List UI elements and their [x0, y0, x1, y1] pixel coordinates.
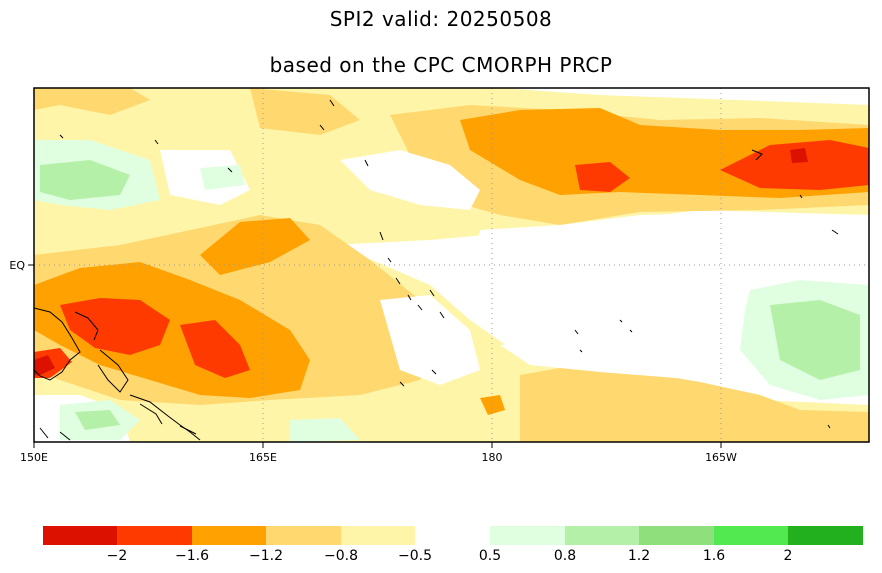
colorbar-label: −2	[106, 548, 128, 564]
colorbar-swatch	[266, 526, 341, 545]
colorbar-label: −0.5	[398, 548, 432, 564]
colorbar-swatch	[341, 526, 415, 545]
colorbar-swatch	[788, 526, 863, 545]
map-title: SPI2 valid: 20250508	[329, 7, 553, 31]
colorbar-label: 0.5	[478, 548, 502, 564]
coastlines	[34, 99, 839, 441]
colorbar-swatch	[117, 526, 192, 545]
colorbar-label: 2	[783, 548, 793, 564]
colorbar-label: 0.8	[553, 548, 577, 564]
colorbar-swatch	[490, 526, 565, 545]
map-field	[34, 88, 869, 442]
colorbar-swatch	[565, 526, 639, 545]
x-tick-label: 165W	[705, 451, 737, 464]
wet-area-moderate	[40, 160, 860, 430]
dry-area-extreme	[34, 148, 808, 376]
map-subtitle: based on the CPC CMORPH PRCP	[269, 53, 613, 77]
colorbar-swatch	[639, 526, 714, 545]
x-tick-label: 150E	[20, 451, 48, 464]
x-tick-label: 180	[482, 451, 503, 464]
colorbar-swatch	[43, 526, 117, 545]
colorbar-label: −1.6	[175, 548, 209, 564]
colorbar-label: 1.2	[627, 548, 651, 564]
colorbar-label: −0.8	[324, 548, 358, 564]
axis-ticks	[28, 264, 722, 448]
y-tick-label: EQ	[9, 259, 25, 272]
colorbar-swatch	[192, 526, 266, 545]
x-tick-label: 165E	[249, 451, 277, 464]
grid-lines	[34, 88, 869, 442]
normal-area	[34, 150, 869, 442]
colorbar-label: −1.2	[249, 548, 283, 564]
colorbar-label: 1.6	[702, 548, 726, 564]
colorbar-swatch	[714, 526, 788, 545]
